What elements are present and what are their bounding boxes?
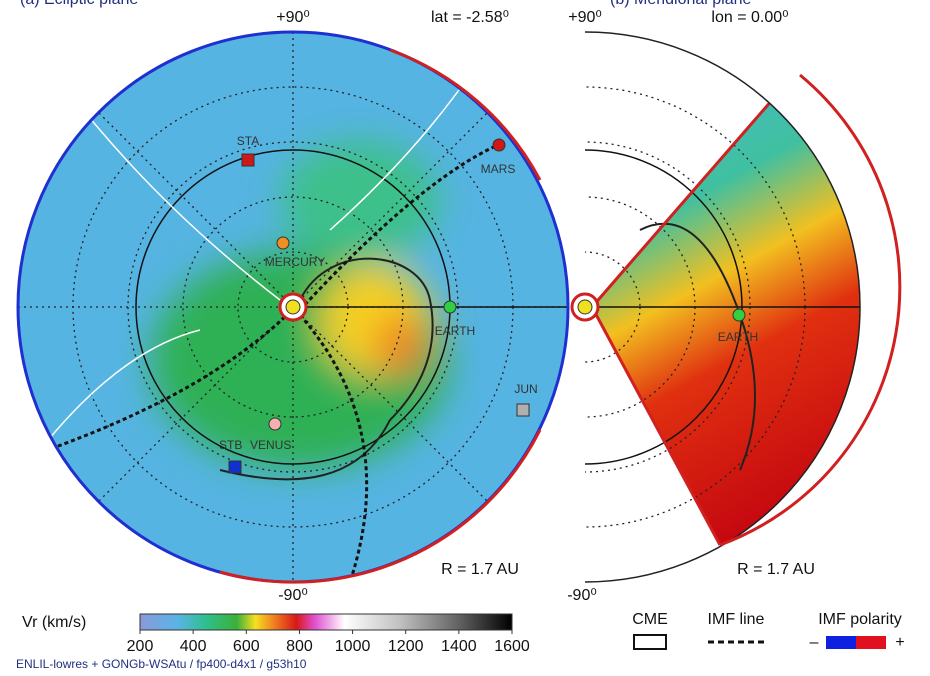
legend-label: IMF polarity	[818, 611, 902, 628]
ecliptic-map	[18, 32, 568, 582]
bottom-label: -90⁰	[567, 587, 597, 604]
colorbar	[139, 613, 513, 631]
legend-label: –	[810, 634, 819, 651]
body-marker	[276, 236, 290, 250]
body-marker	[268, 417, 282, 431]
colorbar-tick-label: 200	[127, 638, 154, 655]
colorbar-tick-label: 1200	[388, 638, 424, 655]
polarity-swatch	[856, 636, 886, 649]
body-label: VENUS	[250, 438, 291, 452]
panel-title: (a) Ecliptic plane	[20, 0, 138, 8]
body-label: MERCURY	[265, 255, 325, 269]
body-label: STB	[219, 438, 242, 452]
bottom-label: -90⁰	[278, 587, 308, 604]
colorbar-tick-label: 800	[286, 638, 313, 655]
body-label: MARS	[481, 162, 516, 176]
top-label: +90⁰	[276, 9, 310, 26]
body-label: EARTH	[718, 330, 758, 344]
colorbar-label: Vr (km/s)	[22, 614, 86, 631]
angle-label: lon = 0.00⁰	[711, 9, 788, 26]
angle-label: lat = -2.58⁰	[431, 9, 509, 26]
body-marker	[443, 300, 457, 314]
body-label: JUN	[514, 382, 537, 396]
polarity-swatch	[826, 636, 856, 649]
colorbar-tick-label: 1400	[441, 638, 477, 655]
legend-label: CME	[632, 611, 668, 628]
colorbar-tick-label: 1600	[494, 638, 530, 655]
body-marker	[732, 308, 746, 322]
panel-title: (b) Meridional plane	[610, 0, 752, 8]
top-label: +90⁰	[568, 9, 602, 26]
legend-label: +	[895, 634, 904, 651]
body-label: EARTH	[435, 324, 475, 338]
radius-label: R = 1.7 AU	[737, 561, 815, 578]
body-marker	[228, 460, 242, 474]
body-marker	[241, 153, 255, 167]
footer: ENLIL-lowres + GONGb-WSAtu / fp400-d4x1 …	[16, 657, 307, 671]
radius-label: R = 1.7 AU	[441, 561, 519, 578]
body-marker	[492, 138, 506, 152]
legend-label: IMF line	[708, 611, 765, 628]
cme-swatch	[633, 634, 667, 650]
body-label: STA	[237, 134, 259, 148]
colorbar-tick-label: 400	[180, 638, 207, 655]
colorbar-tick-label: 600	[233, 638, 260, 655]
body-marker	[516, 403, 530, 417]
colorbar-tick-label: 1000	[335, 638, 371, 655]
